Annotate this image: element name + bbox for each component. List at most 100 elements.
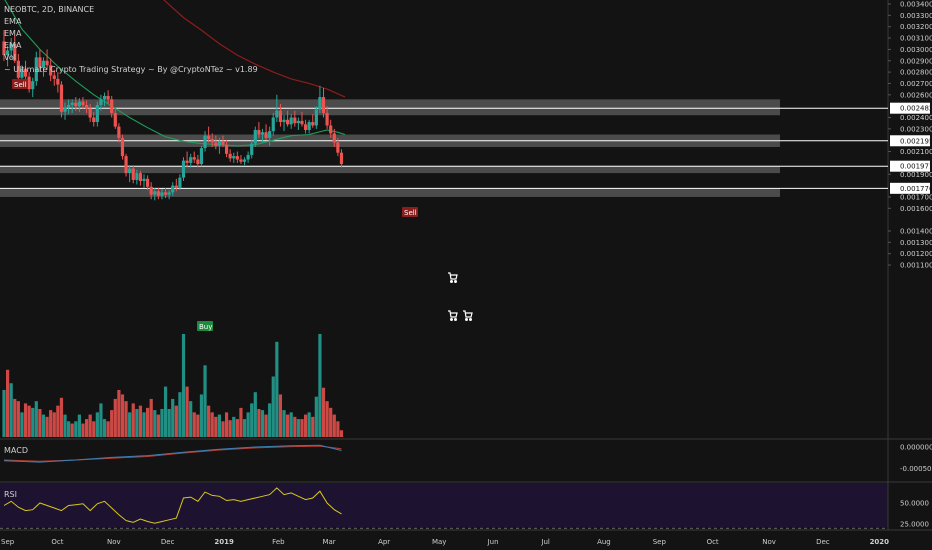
candle[interactable]: [142, 178, 146, 182]
candle[interactable]: [13, 43, 17, 61]
candle[interactable]: [5, 50, 10, 56]
candle[interactable]: [153, 191, 157, 195]
candle[interactable]: [232, 156, 236, 159]
candle[interactable]: [282, 119, 286, 123]
shopping-cart-icon[interactable]: [463, 310, 473, 321]
candle[interactable]: [135, 173, 139, 180]
candle[interactable]: [221, 141, 225, 145]
candle[interactable]: [128, 168, 132, 174]
candle[interactable]: [189, 157, 193, 163]
candle[interactable]: [171, 185, 175, 193]
candle[interactable]: [296, 120, 300, 124]
candle[interactable]: [325, 112, 329, 126]
candle[interactable]: [303, 124, 308, 130]
candle[interactable]: [242, 159, 247, 162]
candle[interactable]: [332, 133, 336, 143]
candle[interactable]: [329, 125, 333, 134]
candle[interactable]: [146, 178, 150, 187]
candle[interactable]: [52, 75, 56, 79]
candle[interactable]: [293, 117, 297, 124]
candle[interactable]: [207, 135, 211, 140]
candle[interactable]: [174, 185, 178, 188]
candle[interactable]: [117, 126, 121, 138]
indicator-ema-2[interactable]: EMA: [4, 29, 22, 38]
candle[interactable]: [336, 142, 340, 153]
candle[interactable]: [278, 110, 283, 123]
candle[interactable]: [67, 105, 71, 108]
candle[interactable]: [311, 122, 315, 126]
candle[interactable]: [20, 68, 24, 78]
candle[interactable]: [95, 105, 99, 123]
candle[interactable]: [124, 156, 128, 174]
candle[interactable]: [178, 177, 182, 188]
candle[interactable]: [110, 99, 114, 113]
candle[interactable]: [74, 102, 78, 107]
candle[interactable]: [41, 60, 46, 68]
candle[interactable]: [149, 186, 153, 195]
candle[interactable]: [2, 41, 6, 56]
candle[interactable]: [9, 43, 13, 51]
candle[interactable]: [23, 68, 28, 77]
buy-signal-marker[interactable]: Buy: [197, 321, 213, 331]
candle[interactable]: [271, 117, 275, 132]
candle[interactable]: [196, 159, 200, 165]
candle[interactable]: [210, 139, 214, 143]
candle[interactable]: [120, 137, 125, 157]
shopping-cart-icon[interactable]: [448, 310, 458, 321]
candle[interactable]: [239, 159, 243, 162]
candle[interactable]: [27, 76, 31, 90]
candle[interactable]: [49, 65, 53, 76]
candle[interactable]: [217, 141, 221, 146]
candle[interactable]: [300, 120, 304, 125]
candle[interactable]: [260, 132, 265, 135]
candle[interactable]: [307, 122, 311, 130]
candle[interactable]: [99, 99, 103, 106]
candle[interactable]: [214, 142, 218, 146]
candle[interactable]: [203, 135, 207, 149]
candle[interactable]: [167, 192, 171, 195]
candle[interactable]: [339, 152, 344, 165]
candle[interactable]: [185, 160, 189, 163]
candle[interactable]: [235, 156, 239, 160]
candle[interactable]: [275, 110, 279, 118]
candle[interactable]: [92, 117, 96, 123]
candle[interactable]: [264, 132, 268, 138]
candle[interactable]: [138, 173, 143, 182]
candle[interactable]: [181, 160, 186, 178]
indicator-strategy[interactable]: ~ Ultimate Crypto Trading Strategy ~ By …: [4, 65, 258, 74]
candle[interactable]: [253, 129, 257, 144]
candle[interactable]: [318, 97, 322, 110]
sell-signal-marker[interactable]: Sell: [402, 207, 418, 217]
candle[interactable]: [63, 107, 67, 112]
sell-signal-marker[interactable]: Sell: [12, 79, 28, 89]
candle[interactable]: [286, 119, 290, 125]
candle[interactable]: [224, 144, 229, 154]
candle[interactable]: [56, 78, 60, 85]
candle[interactable]: [45, 60, 49, 66]
candle[interactable]: [257, 129, 261, 135]
candle[interactable]: [16, 60, 20, 78]
candle[interactable]: [31, 81, 35, 90]
candle[interactable]: [156, 191, 160, 196]
candle[interactable]: [160, 192, 164, 196]
candle[interactable]: [289, 117, 293, 125]
candle[interactable]: [77, 101, 81, 107]
candle[interactable]: [246, 154, 250, 160]
candle[interactable]: [228, 153, 232, 159]
candle[interactable]: [88, 108, 92, 118]
candle[interactable]: [102, 95, 107, 100]
candle[interactable]: [38, 57, 42, 68]
candle[interactable]: [81, 101, 85, 106]
indicator-ema-3[interactable]: EMA: [4, 41, 22, 50]
candle[interactable]: [131, 168, 135, 180]
candle[interactable]: [192, 157, 196, 160]
candle[interactable]: [268, 131, 272, 138]
candle[interactable]: [199, 148, 204, 165]
candle[interactable]: [321, 97, 326, 113]
candle[interactable]: [314, 109, 318, 126]
candle[interactable]: [70, 102, 74, 106]
candle[interactable]: [106, 95, 110, 100]
candle[interactable]: [250, 143, 254, 155]
candle[interactable]: [84, 105, 89, 109]
